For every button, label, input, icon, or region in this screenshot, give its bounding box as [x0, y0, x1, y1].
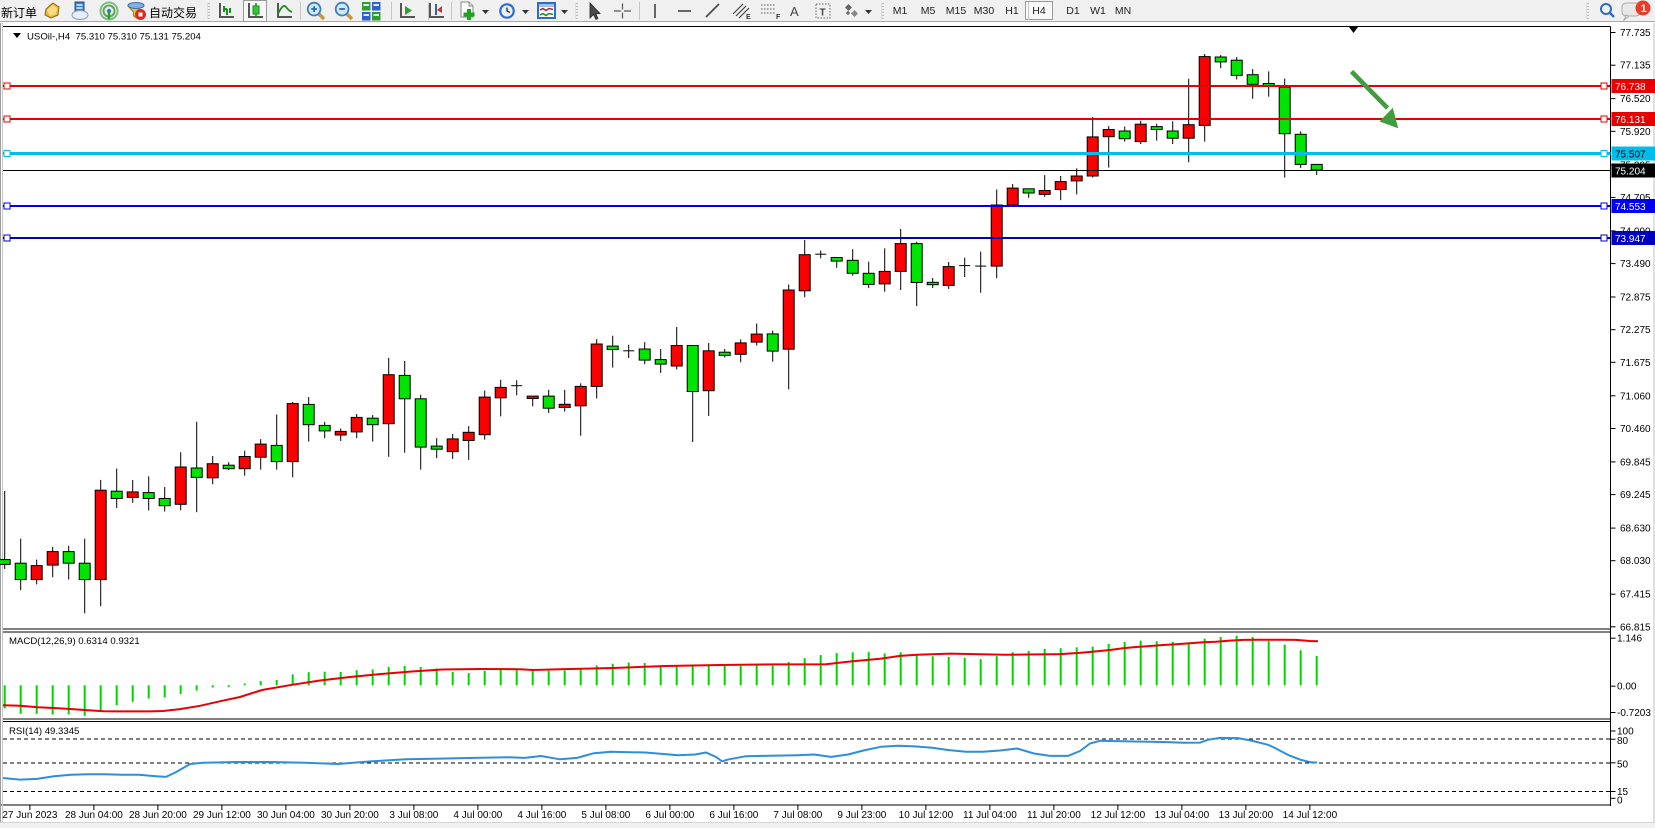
svg-text:74.705: 74.705: [1620, 193, 1651, 204]
svg-text:1: 1: [1641, 3, 1647, 15]
svg-text:14 Jul 12:00: 14 Jul 12:00: [1283, 810, 1338, 821]
svg-text:76.131: 76.131: [1615, 115, 1646, 126]
svg-text:E: E: [746, 14, 751, 21]
svg-text:6 Jul 16:00: 6 Jul 16:00: [709, 810, 758, 821]
svg-text:71.675: 71.675: [1620, 358, 1651, 369]
svg-text:72.275: 72.275: [1620, 325, 1651, 336]
svg-text:-0.7203: -0.7203: [1617, 708, 1651, 719]
svg-text:71.060: 71.060: [1620, 391, 1651, 402]
svg-text:28 Jun 20:00: 28 Jun 20:00: [129, 810, 187, 821]
svg-text:30 Jun 04:00: 30 Jun 04:00: [257, 810, 315, 821]
svg-text:74.553: 74.553: [1615, 202, 1646, 213]
svg-text:73.490: 73.490: [1620, 259, 1651, 270]
svg-text:29 Jun 12:00: 29 Jun 12:00: [193, 810, 251, 821]
svg-text:77.735: 77.735: [1620, 28, 1651, 39]
svg-text:USOil-,H4 75.310 75.310 75.13: USOil-,H4 75.310 75.310 75.131 75.204: [27, 32, 202, 43]
svg-text:7 Jul 08:00: 7 Jul 08:00: [773, 810, 822, 821]
svg-text:76.738: 76.738: [1615, 82, 1646, 93]
svg-text:67.415: 67.415: [1620, 590, 1651, 601]
svg-text:13 Jul 04:00: 13 Jul 04:00: [1155, 810, 1210, 821]
svg-text:0: 0: [1617, 796, 1623, 807]
svg-text:9 Jul 23:00: 9 Jul 23:00: [837, 810, 886, 821]
svg-text:69.845: 69.845: [1620, 457, 1651, 468]
svg-text:77.135: 77.135: [1620, 61, 1651, 72]
svg-text:MACD(12,26,9) 0.6314 0.9321: MACD(12,26,9) 0.6314 0.9321: [9, 636, 140, 647]
svg-text:68.030: 68.030: [1620, 556, 1651, 567]
svg-text:75.920: 75.920: [1620, 127, 1651, 138]
svg-text:6 Jul 00:00: 6 Jul 00:00: [645, 810, 694, 821]
svg-text:13 Jul 20:00: 13 Jul 20:00: [1219, 810, 1274, 821]
svg-text:10 Jul 12:00: 10 Jul 12:00: [899, 810, 954, 821]
svg-text:0.00: 0.00: [1617, 682, 1637, 693]
svg-text:100: 100: [1617, 727, 1634, 738]
svg-text:27 Jun 2023: 27 Jun 2023: [2, 810, 57, 821]
svg-text:80: 80: [1617, 736, 1629, 747]
svg-text:72.875: 72.875: [1620, 293, 1651, 304]
svg-text:73.947: 73.947: [1615, 234, 1646, 245]
svg-text:T: T: [820, 8, 826, 19]
svg-text:76.520: 76.520: [1620, 94, 1651, 105]
svg-text:69.245: 69.245: [1620, 490, 1651, 501]
svg-text:28 Jun 04:00: 28 Jun 04:00: [65, 810, 123, 821]
svg-text:70.460: 70.460: [1620, 424, 1651, 435]
svg-text:11 Jul 04:00: 11 Jul 04:00: [963, 810, 1017, 821]
svg-text:12 Jul 12:00: 12 Jul 12:00: [1091, 810, 1146, 821]
svg-text:11 Jul 20:00: 11 Jul 20:00: [1027, 810, 1081, 821]
svg-text:15: 15: [1617, 787, 1629, 798]
svg-text:A: A: [790, 4, 799, 19]
svg-text:4 Jul 16:00: 4 Jul 16:00: [517, 810, 566, 821]
svg-text:3 Jul 08:00: 3 Jul 08:00: [389, 810, 438, 821]
svg-text:66.815: 66.815: [1620, 622, 1651, 633]
svg-text:68.630: 68.630: [1620, 524, 1651, 535]
svg-text:4 Jul 00:00: 4 Jul 00:00: [453, 810, 502, 821]
svg-text:50: 50: [1617, 760, 1629, 771]
svg-text:5 Jul 08:00: 5 Jul 08:00: [581, 810, 630, 821]
svg-text:75.204: 75.204: [1615, 166, 1646, 177]
svg-text:RSI(14) 49.3345: RSI(14) 49.3345: [9, 726, 79, 737]
svg-text:F: F: [776, 14, 781, 21]
svg-text:1.146: 1.146: [1617, 634, 1642, 645]
svg-text:30 Jun 20:00: 30 Jun 20:00: [321, 810, 379, 821]
svg-text:75.507: 75.507: [1615, 149, 1646, 160]
